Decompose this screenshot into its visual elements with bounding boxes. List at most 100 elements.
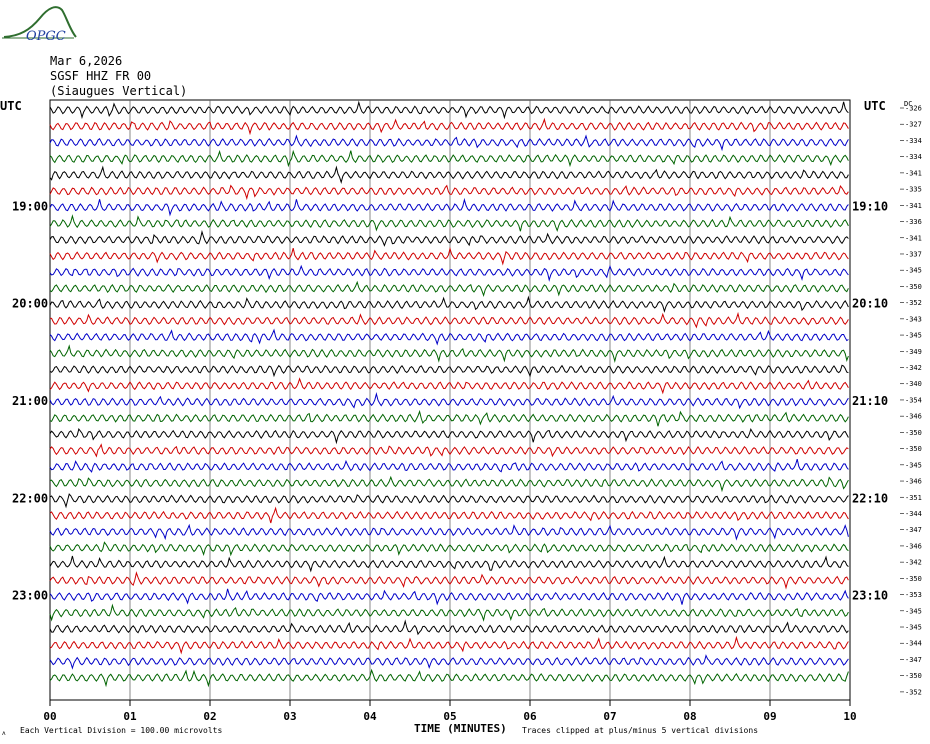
trace-row xyxy=(49,229,849,247)
dc-offset-label: -350 xyxy=(905,429,922,437)
left-time-label: 21:00 xyxy=(12,394,48,408)
dc-offset-label: -343 xyxy=(905,315,922,323)
trace-row xyxy=(49,295,849,313)
header-station: SGSF HHZ FR 00 xyxy=(50,69,151,83)
dc-offset-label: -344 xyxy=(905,510,922,518)
dc-offset-label: -334 xyxy=(905,153,922,161)
trace-row xyxy=(49,377,849,395)
dc-offset-label: -346 xyxy=(905,478,922,486)
right-time-label: 22:10 xyxy=(852,491,888,505)
trace-row xyxy=(49,523,849,541)
right-time-labels: 19:10 20:10 21:10 22:10 23:10 xyxy=(852,199,888,602)
dc-offset-label: -350 xyxy=(905,445,922,453)
x-tick-label: 00 xyxy=(43,710,56,723)
trace-row xyxy=(49,311,849,329)
trace-row xyxy=(49,458,849,473)
dc-offset-label: -341 xyxy=(905,202,922,210)
x-axis-ticks: 00 01 02 03 04 05 06 07 08 09 10 xyxy=(43,700,857,723)
dc-offset-label: -342 xyxy=(905,364,922,372)
scale-note: Each Vertical Division = 100.00 microvol… xyxy=(20,726,222,735)
left-time-labels: 19:00 20:00 21:00 22:00 23:00 xyxy=(12,199,48,602)
left-time-label: 22:00 xyxy=(12,491,48,505)
dc-offset-label: -345 xyxy=(905,461,922,469)
dc-offset-label: -337 xyxy=(905,250,922,258)
dc-offset-label: -327 xyxy=(905,121,922,129)
trace-row xyxy=(49,443,849,458)
x-tick-label: 06 xyxy=(523,710,537,723)
x-tick-label: 07 xyxy=(603,710,616,723)
trace-row xyxy=(49,214,849,232)
x-tick-label: 08 xyxy=(683,710,696,723)
dc-header: DC xyxy=(904,100,912,108)
right-time-label: 20:10 xyxy=(852,297,888,311)
dc-offset-label: -345 xyxy=(905,607,922,615)
trace-row xyxy=(49,246,849,266)
trace-row xyxy=(49,100,849,120)
dc-offset-label: -344 xyxy=(905,640,922,648)
trace-row xyxy=(49,603,849,622)
dc-offset-label: -345 xyxy=(905,267,922,275)
trace-row xyxy=(49,344,849,364)
right-time-label: 23:10 xyxy=(852,589,888,603)
dc-offset-label: -347 xyxy=(905,656,922,664)
trace-row xyxy=(49,197,849,217)
x-tick-label: 03 xyxy=(283,710,296,723)
header-location: (Siaugues Vertical) xyxy=(50,84,187,98)
dc-offset-label: -345 xyxy=(905,332,922,340)
trace-row xyxy=(49,668,849,688)
trace-row xyxy=(49,392,849,410)
trace-row xyxy=(49,571,849,590)
dc-offset-label: -350 xyxy=(905,283,922,291)
trace-row xyxy=(49,264,849,282)
trace-row xyxy=(49,588,849,606)
right-axis-title: UTC xyxy=(864,99,886,113)
dc-offset-label: -345 xyxy=(905,624,922,632)
left-axis-title: UTC xyxy=(0,99,22,113)
trace-row xyxy=(49,475,849,493)
header-date: Mar 6,2026 xyxy=(50,54,122,68)
trace-row xyxy=(49,427,849,445)
dc-offset-labels: -326 -327 -334 -334 -341 -335 -341 -336 -341 -337… xyxy=(900,105,922,696)
right-time-label: 19:10 xyxy=(852,199,888,213)
dc-offset-label: -352 xyxy=(905,688,922,696)
opgc-logo: OPGC xyxy=(2,6,77,44)
dc-offset-label: -350 xyxy=(905,672,922,680)
trace-row xyxy=(49,635,849,655)
trace-row xyxy=(49,280,849,298)
dc-offset-label: -349 xyxy=(905,348,922,356)
dc-offset-label: -347 xyxy=(905,526,922,534)
dc-offset-label: -351 xyxy=(905,494,922,502)
dc-offset-label: -354 xyxy=(905,396,922,404)
dc-offset-label: -340 xyxy=(905,380,922,388)
trace-row xyxy=(49,506,849,524)
trace-row xyxy=(49,654,849,670)
trace-row xyxy=(49,555,849,573)
left-time-label: 23:00 xyxy=(12,589,48,603)
dc-offset-label: -336 xyxy=(905,218,922,226)
trace-row xyxy=(49,117,849,136)
trace-group xyxy=(49,100,849,688)
left-time-label: 20:00 xyxy=(12,297,48,311)
dc-offset-label: -352 xyxy=(905,299,922,307)
trace-row xyxy=(49,493,849,509)
trace-row xyxy=(49,149,849,168)
left-time-label: 19:00 xyxy=(12,199,48,213)
dc-offset-label: -326 xyxy=(905,105,922,113)
x-tick-label: 09 xyxy=(763,710,776,723)
trace-row xyxy=(49,165,849,184)
right-time-label: 21:10 xyxy=(852,394,888,408)
clip-note: Traces clipped at plus/minus 5 vertical … xyxy=(522,726,758,735)
x-tick-label: 10 xyxy=(843,710,856,723)
dc-offset-label: -346 xyxy=(905,542,922,550)
dc-offset-label: -341 xyxy=(905,169,922,177)
dc-offset-label: -346 xyxy=(905,413,922,421)
trace-row xyxy=(49,184,849,201)
x-tick-label: 01 xyxy=(123,710,137,723)
logo-mountain-icon xyxy=(3,6,77,38)
dc-offset-label: -350 xyxy=(905,575,922,583)
dc-offset-label: -342 xyxy=(905,559,922,567)
trace-row xyxy=(49,619,849,636)
x-axis-label: TIME (MINUTES) xyxy=(414,722,507,735)
trace-row xyxy=(49,409,849,427)
